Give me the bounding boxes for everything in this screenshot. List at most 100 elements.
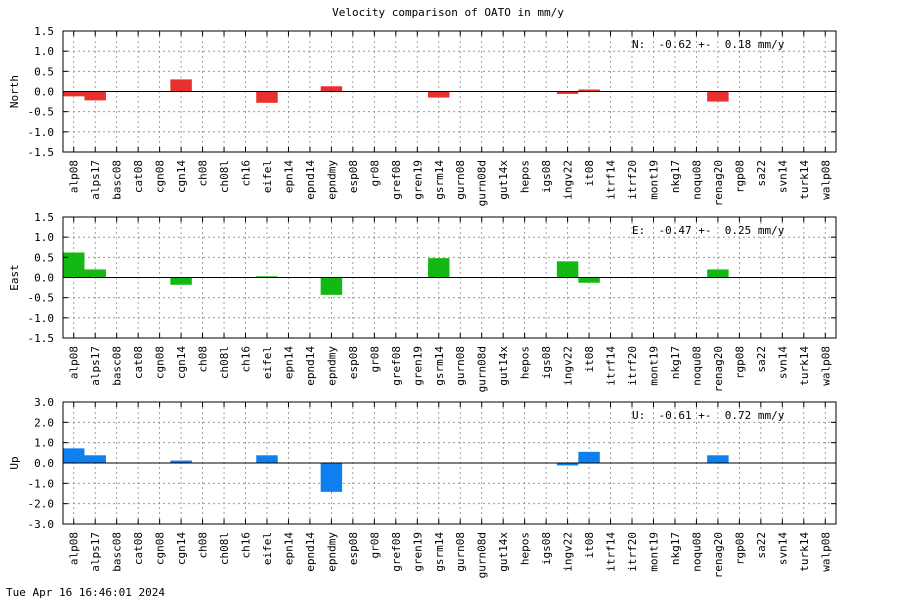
x-tick-label: walp08 xyxy=(819,160,832,200)
x-tick-label: epnd14 xyxy=(304,532,317,572)
x-tick-label: ch08l xyxy=(218,532,231,565)
x-tick-label: svn14 xyxy=(776,532,789,565)
x-tick-label: turk14 xyxy=(798,160,811,200)
x-tick-label: cgn08 xyxy=(154,346,167,379)
x-tick-label: noqu08 xyxy=(690,532,703,572)
x-tick-label: noqu08 xyxy=(690,346,703,386)
x-tick-label: ingv22 xyxy=(562,346,575,386)
y-tick-label: 1.5 xyxy=(34,25,54,38)
x-tick-label: alp08 xyxy=(68,160,81,193)
x-tick-label: epndmy xyxy=(325,160,338,200)
y-tick-label: -1.0 xyxy=(28,126,55,139)
x-tick-label: gr08 xyxy=(368,160,381,187)
panel-east: 1.5 1.0 0.5 0.0 -0.5 -1.0 -1.5 alp08 alps17 basc0… xyxy=(8,211,837,392)
x-tick-label: ch08 xyxy=(197,160,210,187)
x-tick-label: gurn08 xyxy=(454,346,467,386)
x-tick-label: cat08 xyxy=(132,160,145,193)
y-tick-label: 0.5 xyxy=(34,251,54,264)
y-tick-label: -1.5 xyxy=(28,332,55,345)
x-tick-label: hepos xyxy=(519,346,532,379)
x-tick-label: it08 xyxy=(583,346,596,373)
y-axis-label: East xyxy=(8,264,21,291)
x-tick-label: alp08 xyxy=(68,346,81,379)
x-tick-label: noqu08 xyxy=(690,160,703,200)
x-tick-label: gsrm14 xyxy=(433,346,446,386)
y-tick-label: -2.0 xyxy=(28,498,55,511)
x-tick-label: ch16 xyxy=(240,160,253,187)
bar-alp08 xyxy=(63,252,85,278)
x-tick-label: gurn08 xyxy=(454,532,467,572)
x-tick-label: mont19 xyxy=(647,160,660,200)
x-tick-label: walp08 xyxy=(819,532,832,572)
bar-renag20 xyxy=(707,455,729,463)
x-tick-label: nkg17 xyxy=(669,160,682,193)
x-tick-label: svn14 xyxy=(776,160,789,193)
x-tick-label: itrf14 xyxy=(605,160,618,200)
x-tick-label: rgp08 xyxy=(733,160,746,193)
x-tick-label: gurn08d xyxy=(476,346,489,392)
bar-eifel xyxy=(256,276,278,278)
y-tick-label: 0.0 xyxy=(34,457,54,470)
y-tick-label: 1.0 xyxy=(34,231,54,244)
x-tick-label: turk14 xyxy=(798,346,811,386)
panel-up: 3.0 2.0 1.0 0.0 -1.0 -2.0 -3.0 alp08 alps17 basc0… xyxy=(8,396,837,578)
x-tick-label: cat08 xyxy=(132,532,145,565)
x-tick-label: cgn14 xyxy=(175,346,188,379)
x-tick-label: eifel xyxy=(261,160,274,193)
x-tick-label: sa22 xyxy=(755,532,768,559)
y-tick-label: 3.0 xyxy=(34,396,54,409)
x-tick-label: sa22 xyxy=(755,160,768,187)
x-tick-label: alps17 xyxy=(89,160,102,200)
x-tick-label: igs08 xyxy=(540,160,553,193)
x-tick-label: nkg17 xyxy=(669,346,682,379)
panel-north: 1.5 1.0 0.5 0.0 -0.5 -1.0 -1.5 alp08 alps17 basc0… xyxy=(8,25,837,206)
bar-epndmy xyxy=(320,277,343,295)
bar-cgn14 xyxy=(170,277,192,285)
x-tick-label: mont19 xyxy=(647,346,660,386)
x-tick-label: cat08 xyxy=(132,346,145,379)
x-tick-label: gut14x xyxy=(497,532,510,572)
y-axis-label: North xyxy=(8,75,21,108)
x-tick-label: ingv22 xyxy=(562,160,575,200)
x-tick-label: it08 xyxy=(583,532,596,559)
x-tick-label: alps17 xyxy=(89,532,102,572)
x-tick-label: gut14x xyxy=(497,160,510,200)
x-tick-label: gsrm14 xyxy=(433,160,446,200)
x-tick-label: cgn08 xyxy=(154,160,167,193)
bar-ingv22 xyxy=(556,91,579,94)
x-tick-label: svn14 xyxy=(776,346,789,379)
x-tick-label: epnd14 xyxy=(304,160,317,200)
bar-eifel xyxy=(256,455,278,463)
bar-it08 xyxy=(578,451,600,463)
x-tick-label: itrf20 xyxy=(626,346,639,386)
x-tick-label: itrf14 xyxy=(605,346,618,386)
stats-annotation: N: -0.62 +- 0.18 mm/y xyxy=(632,38,785,51)
y-tick-label: -0.5 xyxy=(28,106,55,119)
x-tick-label: esp08 xyxy=(347,160,360,193)
chart-title: Velocity comparison of OATO in mm/y xyxy=(332,6,564,19)
bar-epndmy xyxy=(320,463,343,492)
x-tick-label: igs08 xyxy=(540,532,553,565)
x-tick-label: ch16 xyxy=(240,346,253,373)
bar-renag20 xyxy=(707,269,729,278)
bar-alp08 xyxy=(63,91,85,97)
x-tick-label: esp08 xyxy=(347,532,360,565)
y-tick-label: -1.0 xyxy=(28,477,55,490)
x-tick-label: esp08 xyxy=(347,346,360,379)
bar-alps17 xyxy=(84,455,106,463)
bar-alps17 xyxy=(84,91,106,101)
x-tick-label: ch08 xyxy=(197,346,210,373)
x-tick-label: itrf20 xyxy=(626,160,639,200)
x-tick-label: it08 xyxy=(583,160,596,187)
x-tick-label: renag20 xyxy=(712,160,725,206)
bar-ingv22 xyxy=(556,463,579,466)
x-tick-label: rgp08 xyxy=(733,532,746,565)
bar-cgn14 xyxy=(170,79,192,92)
x-tick-label: gurn08d xyxy=(476,160,489,206)
x-tick-label: alps17 xyxy=(89,346,102,386)
x-tick-label: renag20 xyxy=(712,532,725,578)
y-tick-label: 2.0 xyxy=(34,416,54,429)
x-tick-label: turk14 xyxy=(798,532,811,572)
x-tick-label: gref08 xyxy=(390,532,403,572)
